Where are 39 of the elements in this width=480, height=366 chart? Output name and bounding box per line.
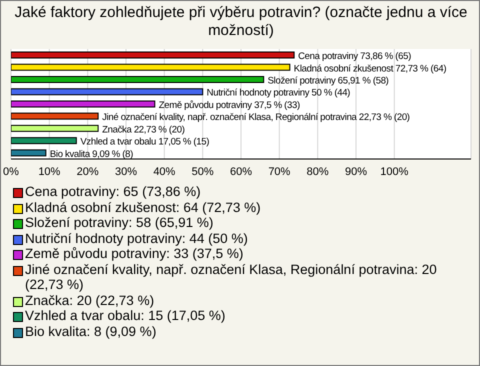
bar: [11, 149, 46, 156]
data-label: Značka 22,73 % (20): [102, 124, 185, 136]
text: Nutriční hodnoty potraviny: 44 (50 %): [25, 230, 248, 246]
text: Cena potraviny: 65 (73,86 %): [25, 184, 201, 199]
data-label: Nutriční hodnoty potraviny 50 % (44): [206, 88, 350, 99]
data-label: Kladná osobní zkušenost 72,73 % (64): [294, 63, 446, 74]
data-label: Bio kvalita 9,09 % (8): [50, 148, 134, 160]
x-tick-label: 0%: [3, 166, 20, 178]
data-label: Jiné označení kvality, např. označení Klasa, Regionální potravina 22,73 % (20): [102, 112, 410, 124]
text: Značka: 20 (22,73 %): [25, 292, 154, 308]
data-label: Cena potraviny 73,86 % (65): [298, 51, 412, 62]
bar: [11, 137, 77, 144]
x-tick-label: 50%: [192, 166, 214, 178]
bar: [11, 88, 204, 96]
bar: [11, 64, 290, 71]
bar: [11, 76, 264, 83]
data-label: Země původu potraviny 37,5 % (33): [158, 100, 300, 111]
x-tick-label: 80%: [306, 166, 329, 178]
x-tick-label: 20%: [76, 166, 99, 178]
text: Bio kvalita: 8 (9,09 %): [25, 324, 156, 338]
text: Vzhled a tvar obalu: 15 (17,05 %): [25, 308, 226, 323]
bar: [11, 100, 156, 108]
x-tick-label: 30%: [114, 166, 138, 178]
x-tick-label: 60%: [230, 166, 252, 178]
x-tick-label: 10%: [38, 166, 61, 178]
x-tick-label: 70%: [268, 166, 291, 178]
x-tick-label: 40%: [153, 166, 176, 178]
text: Kladná osobní zkušenost: 64 (72,73 %): [25, 200, 261, 214]
text: Jiné označení kvality, např. označení Klasa, Regionální potravina: 20 (22,73 %): [25, 262, 437, 292]
text: Složení potraviny: 58 (65,91 %): [25, 215, 214, 230]
bar: [11, 124, 99, 132]
text: Země původu potraviny: 33 (37,5 %): [25, 246, 244, 261]
bar: [11, 112, 99, 120]
data-label: Složení potraviny 65,91 % (58): [268, 76, 389, 86]
chart-title: Jaké faktory zohledňujete při výběru potravin? (označte jednu a více možností): [14, 4, 468, 40]
data-label: Vzhled a tvar obalu 17,05 % (15): [80, 136, 210, 148]
x-tick-label: 100%: [380, 166, 409, 178]
x-tick-label: 90%: [344, 166, 368, 178]
bar: [11, 52, 295, 59]
